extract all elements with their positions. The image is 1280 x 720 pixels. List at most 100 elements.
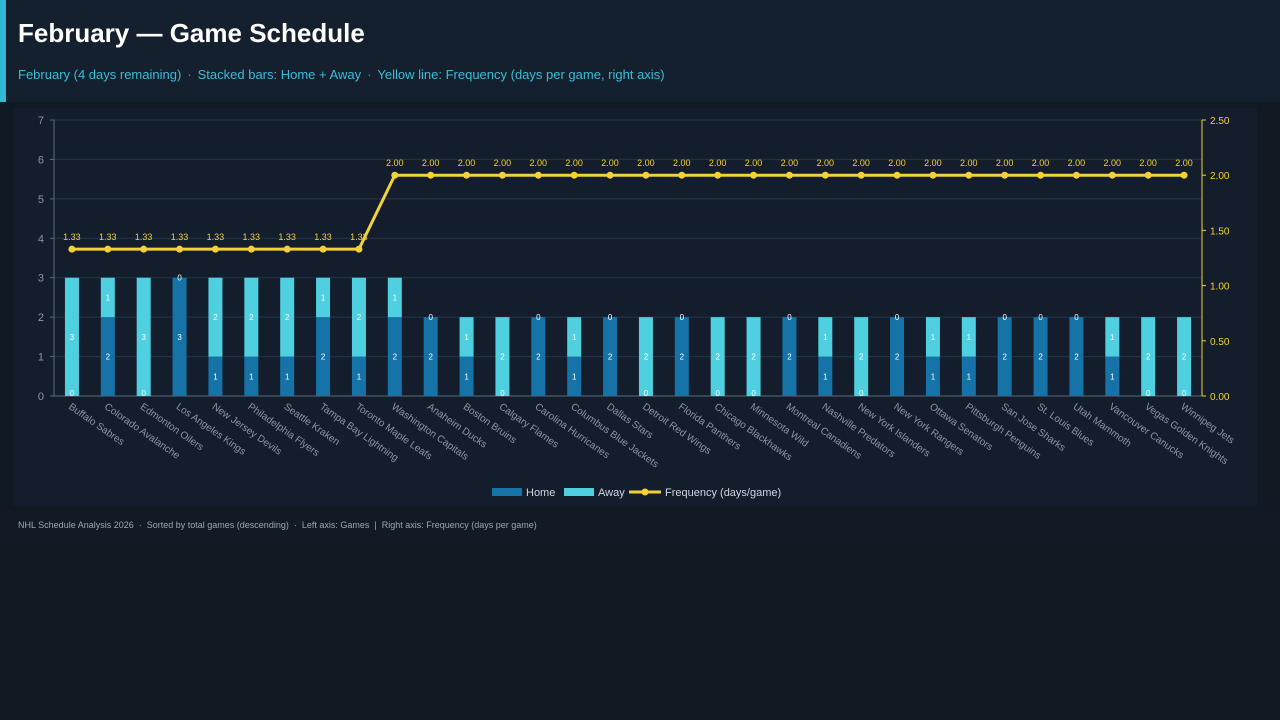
bar-away-label: 0: [787, 313, 792, 322]
bar-home-label: 0: [141, 389, 146, 398]
footer-text: NHL Schedule Analysis 2026 · Sorted by tot…: [18, 520, 537, 530]
bar-away: [638, 317, 653, 396]
bar-away-label: 0: [1074, 313, 1079, 322]
legend-home-label: Home: [526, 487, 555, 499]
subtitle-month: February (4 days remaining): [18, 67, 182, 82]
frequency-point: [247, 245, 255, 253]
frequency-point: [1001, 171, 1009, 179]
bar-home: [208, 356, 223, 396]
bar-away-label: 3: [141, 333, 146, 342]
frequency-point: [606, 171, 614, 179]
bar-away-label: 0: [608, 313, 613, 322]
bar-home-label: 1: [931, 372, 936, 381]
frequency-point: [1037, 171, 1045, 179]
subtitle-separator: ·: [367, 67, 372, 82]
frequency-point: [678, 171, 686, 179]
y2-tick-label: 0.50: [1210, 337, 1230, 348]
frequency-point: [1144, 171, 1152, 179]
frequency-point: [211, 245, 219, 253]
bar-away-label: 2: [751, 353, 756, 362]
frequency-point: [355, 245, 363, 253]
frequency-point: [68, 245, 76, 253]
bar-home-label: 2: [106, 353, 111, 362]
frequency-label: 2.00: [1104, 158, 1122, 168]
frequency-label: 1.33: [350, 232, 368, 242]
frequency-label: 2.00: [996, 158, 1014, 168]
legend-away-label: Away: [598, 487, 625, 499]
frequency-point: [1108, 171, 1116, 179]
bar-home-label: 1: [464, 372, 469, 381]
frequency-label: 2.00: [817, 158, 835, 168]
frequency-line: [71, 173, 1185, 251]
bar-away-label: 1: [967, 333, 972, 342]
y-tick-label: 4: [38, 233, 44, 245]
footer-source: NHL Schedule Analysis 2026: [18, 520, 134, 530]
bar-home-label: 2: [895, 353, 900, 362]
bar-home-label: 2: [1074, 353, 1079, 362]
bar-away-label: 1: [931, 333, 936, 342]
frequency-label: 2.00: [565, 158, 583, 168]
bar-home: [351, 356, 366, 396]
frequency-label: 1.33: [63, 232, 81, 242]
frequency-point: [463, 171, 471, 179]
y2-tick-label: 2.00: [1210, 171, 1230, 182]
frequency-label: 2.00: [422, 158, 440, 168]
frequency-label: 1.33: [135, 232, 153, 242]
footer-left-axis-note: Left axis: Games: [301, 520, 370, 530]
frequency-label: 2.00: [1068, 158, 1086, 168]
bar-away-label: 0: [680, 313, 685, 322]
bar-home-label: 2: [608, 353, 613, 362]
legend-frequency-marker: [641, 488, 649, 496]
y2-tick-label: 1.00: [1210, 282, 1230, 293]
frequency-point: [140, 245, 148, 253]
bar-home-label: 0: [715, 389, 720, 398]
bar-away: [925, 317, 940, 357]
y-tick-label: 3: [38, 273, 44, 285]
frequency-point: [1180, 171, 1188, 179]
bar-home: [316, 317, 331, 396]
frequency-point: [750, 171, 758, 179]
bar-away: [1105, 317, 1120, 357]
bar-home: [423, 317, 438, 396]
y-tick-label: 7: [38, 115, 44, 127]
accent-bar: [0, 0, 6, 102]
bar-home-label: 0: [751, 389, 756, 398]
frequency-label: 2.00: [924, 158, 942, 168]
bar-home-label: 1: [967, 372, 972, 381]
bar-home: [567, 356, 582, 396]
subtitle-line-note: Yellow line: Frequency (days per game, r…: [377, 67, 665, 82]
bar-home-label: 3: [177, 333, 182, 342]
frequency-label: 2.00: [1032, 158, 1050, 168]
frequency-label: 2.00: [1175, 158, 1193, 168]
bar-home: [387, 317, 402, 396]
frequency-label: 1.33: [278, 232, 296, 242]
bar-home-label: 2: [680, 353, 685, 362]
bar-home-label: 0: [1182, 389, 1187, 398]
frequency-label: 2.00: [458, 158, 476, 168]
frequency-point: [391, 171, 399, 179]
y-tick-label: 5: [38, 194, 44, 206]
bar-home-label: 2: [321, 353, 326, 362]
bar-away: [854, 317, 869, 396]
frequency-point: [642, 171, 650, 179]
frequency-label: 2.00: [601, 158, 619, 168]
bar-away-label: 2: [213, 313, 218, 322]
bar-home-label: 2: [1038, 353, 1043, 362]
legend-away-swatch: [564, 488, 594, 496]
frequency-label: 2.00: [637, 158, 655, 168]
frequency-label: 1.33: [207, 232, 225, 242]
bar-away-label: 2: [249, 313, 254, 322]
bar-away: [495, 317, 510, 396]
frequency-label: 2.00: [386, 158, 404, 168]
frequency-point: [534, 171, 542, 179]
footer-sort-note: Sorted by total games (descending): [146, 520, 289, 530]
bar-away: [100, 277, 115, 318]
bar-away-label: 2: [644, 353, 649, 362]
footer-separator: ·: [293, 520, 297, 530]
frequency-point: [427, 171, 435, 179]
bar-home-label: 2: [1002, 353, 1007, 362]
frequency-point: [176, 245, 184, 253]
bar-away-label: 1: [106, 293, 111, 302]
bar-away: [818, 317, 833, 357]
frequency-point: [1072, 171, 1080, 179]
